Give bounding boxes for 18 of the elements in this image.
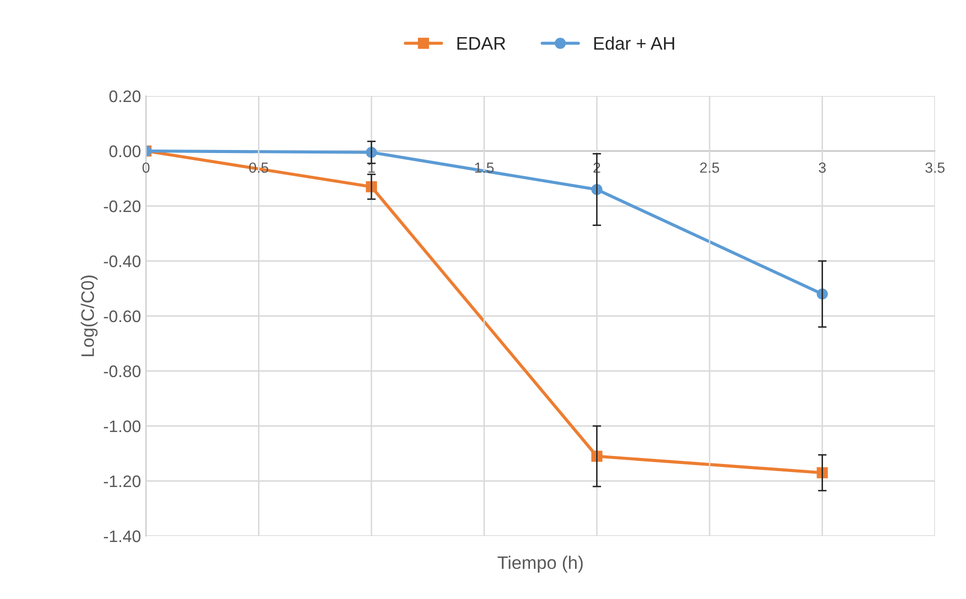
y-axis-title: Log(C/C0) xyxy=(80,275,98,356)
x-tick-label: 2.5 xyxy=(700,162,720,173)
y-tick-label: -1.20 xyxy=(104,475,140,488)
y-tick-label: -1.40 xyxy=(104,530,140,542)
x-tick-label: 0 xyxy=(142,162,150,173)
x-axis-title: Tiempo (h) xyxy=(498,556,583,573)
y-tick-label: -0.20 xyxy=(104,200,140,212)
legend-label: EDAR xyxy=(457,37,506,50)
y-tick-label: 0.00 xyxy=(109,145,140,158)
y-tick-label: 0.20 xyxy=(109,90,140,102)
y-tick-label: -0.40 xyxy=(104,255,140,268)
x-tick-label: 3 xyxy=(818,162,826,173)
x-tick-label: 3.5 xyxy=(925,162,945,173)
x-tick-label: 0.5 xyxy=(249,162,268,173)
y-tick-label: -0.60 xyxy=(104,310,140,322)
legend-label: Edar + AH xyxy=(594,36,674,50)
y-tick-label: -1.00 xyxy=(104,420,140,432)
y-tick-label: -0.80 xyxy=(104,365,140,378)
